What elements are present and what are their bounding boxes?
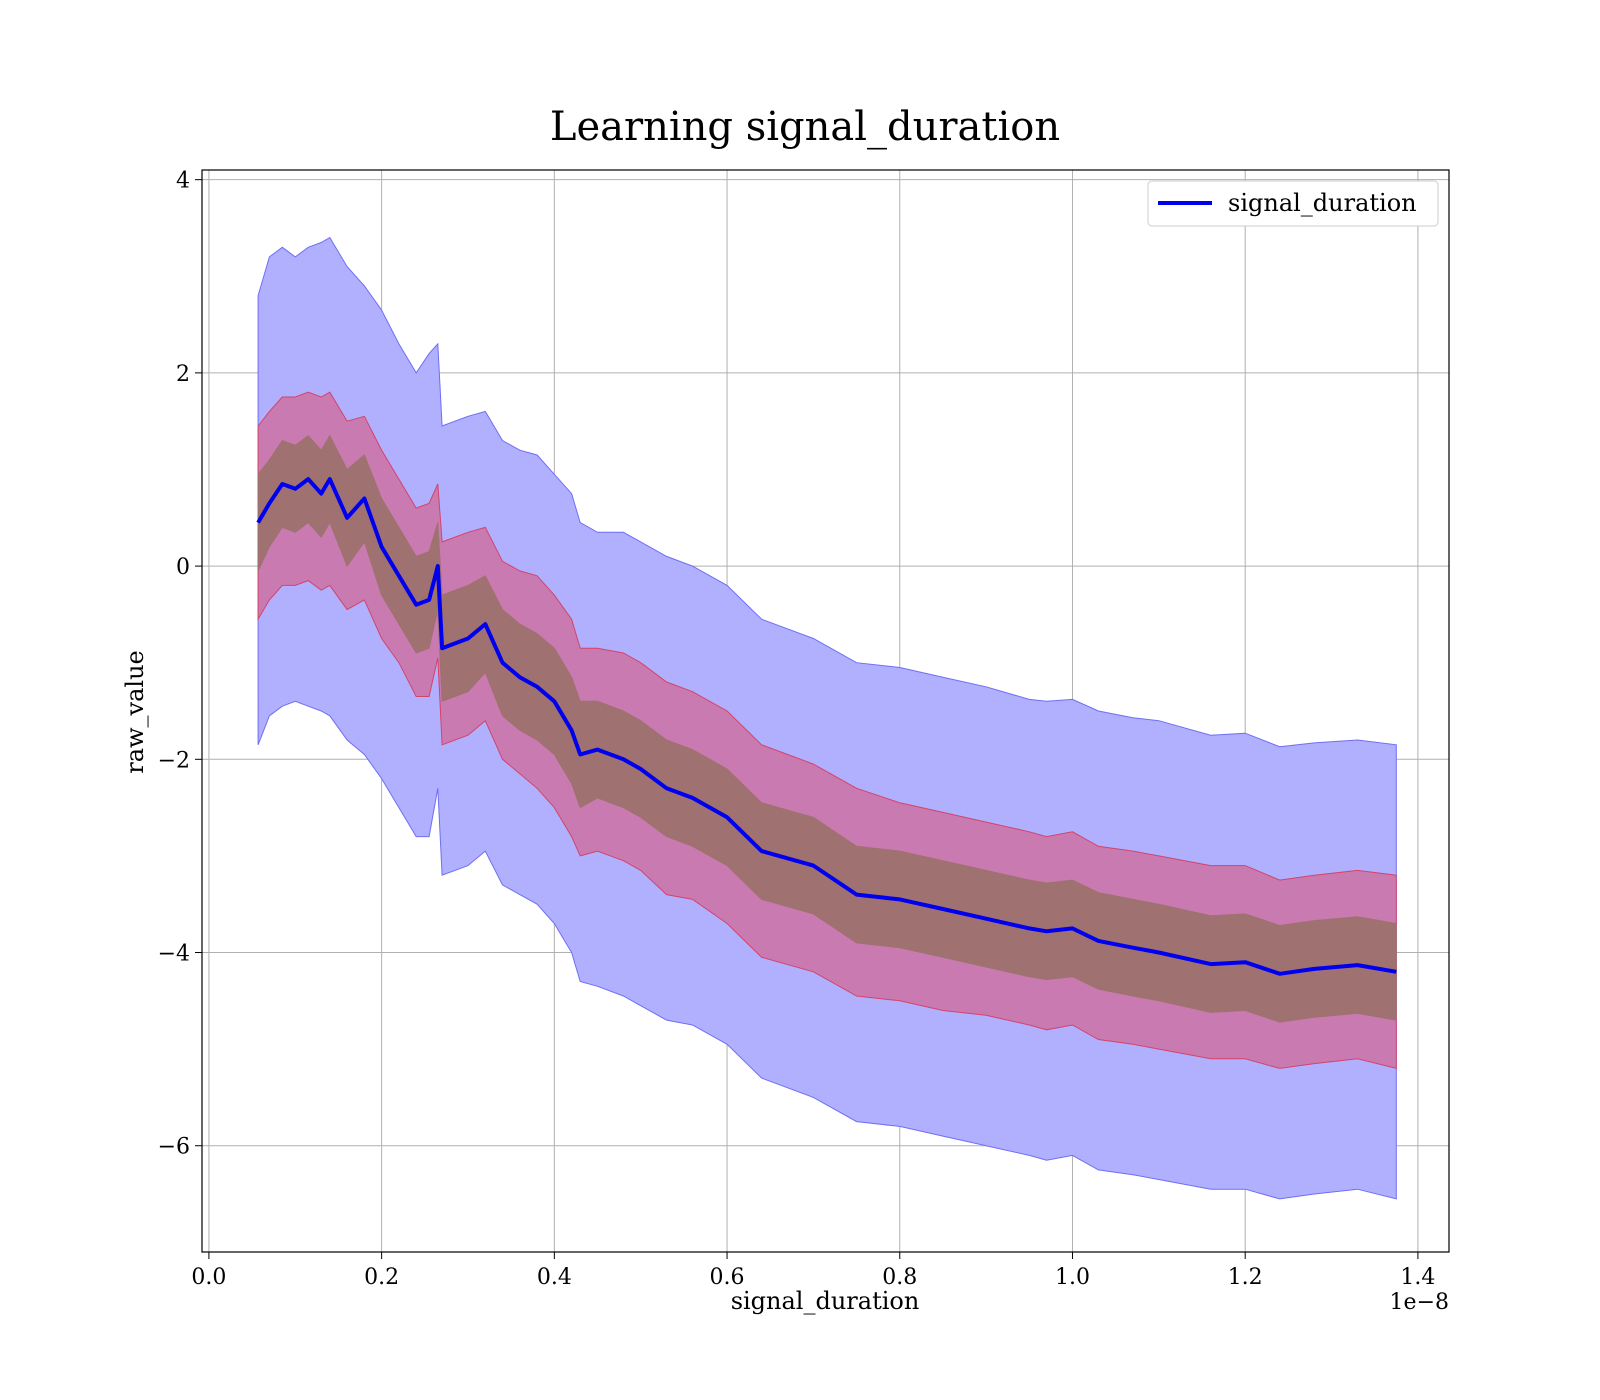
x-tick-label: 0.0	[191, 1265, 226, 1290]
x-tick-label: 0.4	[537, 1265, 572, 1290]
x-axis-label: signal_duration	[731, 1287, 920, 1315]
legend-box	[1147, 180, 1439, 227]
y-tick-label: −6	[158, 1135, 190, 1160]
legend-label: signal_duration	[1228, 189, 1417, 217]
confidence-bands	[257, 236, 1397, 1200]
series-line-signal-duration	[256, 477, 1397, 976]
y-tick-label: 0	[176, 555, 190, 580]
series-lines	[256, 477, 1397, 976]
inner-confidence-band	[257, 434, 1397, 1023]
x-tick-label: 1.0	[1055, 1265, 1090, 1290]
axis-ticks: 0.0 0.2 0.4 0.6 0.8 1.0 1.2 1.4 4 2 0 −2 −4 −6	[158, 169, 1436, 1290]
x-tick-label: 0.8	[882, 1265, 917, 1290]
y-tick-label: −2	[158, 748, 190, 773]
y-axis-label: raw_value	[121, 650, 149, 774]
plot-frame	[201, 169, 1450, 1253]
y-tick-label: 4	[176, 169, 190, 194]
x-tick-label: 0.6	[710, 1265, 745, 1290]
x-axis-offset-label: 1e−8	[1390, 1290, 1449, 1315]
x-tick-label: 0.2	[364, 1265, 399, 1290]
y-tick-label: 2	[176, 362, 190, 387]
y-tick-label: −4	[158, 942, 190, 967]
x-tick-label: 1.2	[1228, 1265, 1263, 1290]
chart-title: Learning signal_duration	[550, 104, 1060, 150]
legend: signal_duration	[1147, 180, 1439, 227]
x-tick-label: 1.4	[1400, 1265, 1435, 1290]
